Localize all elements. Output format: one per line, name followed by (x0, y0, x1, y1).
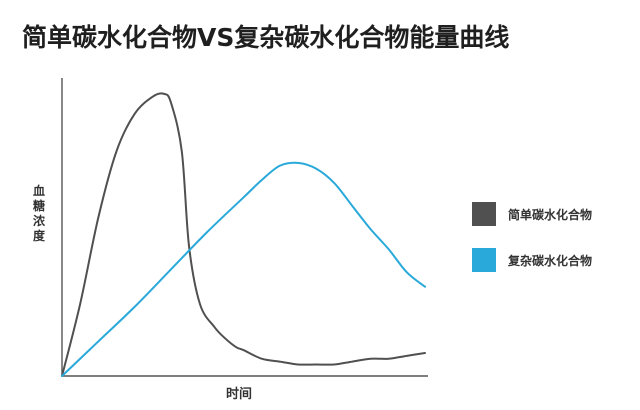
legend-item-complex: 复杂碳水化合物 (472, 248, 592, 272)
series-line-simple (61, 92, 426, 377)
x-axis-label: 时间 (226, 387, 253, 402)
legend-label-complex: 复杂碳水化合物 (508, 253, 593, 268)
y-axis-label: 血糖浓度 (32, 184, 45, 243)
chart-title: 简单碳水化合物VS复杂碳水化合物能量曲线 (22, 23, 510, 52)
legend-label-simple: 简单碳水化合物 (508, 207, 593, 222)
legend-swatch-simple (472, 202, 496, 226)
legend-item-simple: 简单碳水化合物 (472, 202, 592, 226)
series-line-complex (61, 161, 426, 377)
legend-swatch-complex (472, 248, 496, 272)
series-layer (61, 92, 426, 377)
